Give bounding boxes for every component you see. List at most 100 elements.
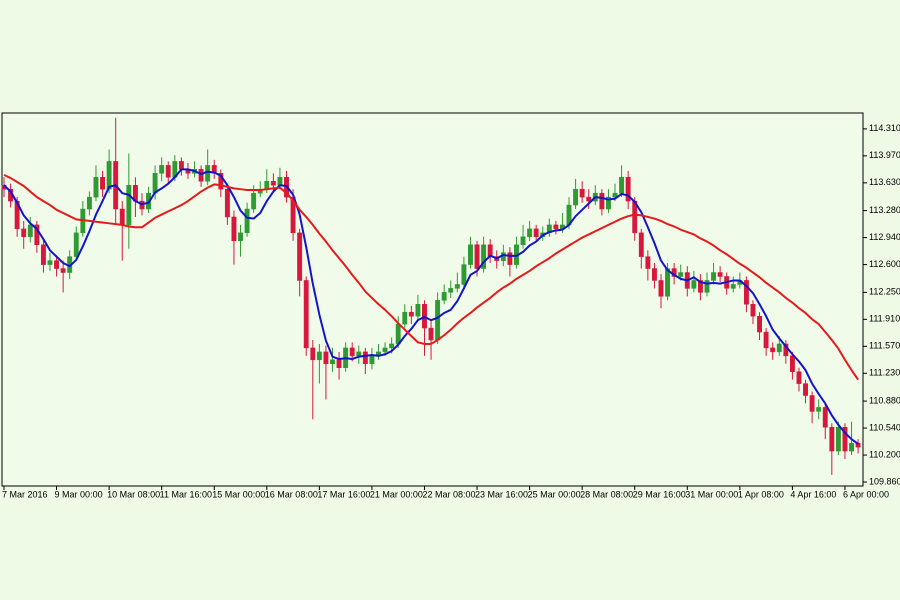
candle-body	[330, 359, 335, 365]
candle-body	[809, 395, 815, 412]
x-tick-label: 10 Mar 08:00	[107, 489, 160, 499]
candle-body	[770, 347, 776, 353]
candle-body	[750, 304, 756, 317]
candle-body	[619, 177, 625, 194]
y-tick-label: 110.880	[869, 395, 900, 405]
candle-body	[651, 268, 657, 281]
candle-body	[533, 228, 539, 238]
candle-body	[270, 181, 276, 186]
x-tick-label: 17 Mar 16:00	[317, 489, 370, 499]
x-tick-label: 25 Mar 00:00	[528, 489, 581, 499]
candle-body	[645, 256, 651, 269]
candle-body	[100, 177, 105, 190]
candle-body	[625, 177, 631, 202]
y-tick-label: 111.570	[869, 341, 900, 351]
candle-body	[356, 351, 362, 357]
candle-body	[829, 427, 835, 452]
candle-body	[60, 268, 66, 273]
candle-body	[638, 232, 644, 257]
candle-body	[54, 260, 60, 269]
candle-body	[126, 184, 132, 226]
candle-body	[757, 315, 762, 333]
candle-body	[665, 268, 671, 297]
candle-body	[349, 347, 355, 357]
candle-body	[711, 272, 717, 281]
candle-body	[277, 177, 283, 186]
candle-body	[796, 371, 802, 384]
candle-body	[579, 188, 585, 198]
candle-body	[789, 355, 795, 372]
candle-body	[362, 351, 368, 365]
candle-body	[402, 311, 408, 325]
x-tick-label: 16 Mar 08:00	[265, 489, 318, 499]
candle-body	[178, 161, 184, 170]
y-tick-label: 109.860	[869, 476, 900, 486]
y-tick-label: 113.280	[869, 205, 900, 215]
x-tick-label: 6 Apr 00:00	[843, 489, 889, 499]
candle-body	[730, 284, 736, 289]
candle-body	[34, 224, 40, 245]
x-tick-label: 9 Mar 00:00	[55, 489, 103, 499]
candle-body	[605, 196, 611, 210]
candle-body	[691, 280, 697, 289]
candle-body	[435, 300, 441, 341]
candle-body	[835, 427, 841, 452]
y-tick-label: 112.940	[869, 232, 900, 242]
x-tick-label: 15 Mar 00:00	[212, 489, 265, 499]
candle-body	[743, 280, 749, 305]
plot-frame	[1, 112, 864, 487]
candle-body	[717, 272, 723, 277]
y-tick-label: 112.600	[869, 259, 900, 269]
candle-body	[586, 196, 592, 202]
candle-body	[297, 232, 303, 281]
candle-body	[468, 244, 473, 265]
x-tick-label: 22 Mar 08:00	[422, 489, 475, 499]
x-tick-label: 29 Mar 16:00	[633, 489, 686, 499]
candle-body	[231, 216, 237, 242]
candle-body	[106, 161, 112, 190]
x-tick-label: 21 Mar 00:00	[370, 489, 423, 499]
candle-body	[520, 236, 526, 245]
candle-body	[323, 351, 329, 365]
candle-body	[251, 192, 257, 210]
candle-body	[119, 208, 125, 226]
candle-body	[310, 347, 316, 361]
candle-body	[822, 407, 828, 428]
x-tick-label: 28 Mar 08:00	[580, 489, 633, 499]
y-tick-label: 113.630	[869, 177, 900, 187]
x-tick-label: 31 Mar 00:00	[685, 489, 738, 499]
candle-body	[507, 252, 513, 265]
candle-body	[395, 323, 401, 345]
candle-body	[481, 244, 487, 269]
y-tick-label: 111.230	[869, 368, 900, 378]
y-tick-label: 113.970	[869, 150, 900, 160]
candle-body	[697, 280, 703, 293]
candle-body	[678, 272, 684, 277]
candle-body	[461, 264, 467, 285]
candle-body	[474, 244, 480, 269]
candle-body	[73, 232, 79, 257]
candle-body	[849, 442, 854, 452]
y-tick-label: 112.250	[869, 287, 900, 297]
candle-body	[454, 284, 460, 289]
y-tick-label: 114.310	[869, 123, 900, 133]
x-tick-label: 4 Apr 16:00	[790, 489, 836, 499]
candle-body	[218, 173, 224, 190]
candle-body	[553, 224, 559, 230]
candle-body	[238, 232, 243, 242]
candle-body	[93, 177, 99, 198]
candle-body	[448, 288, 454, 293]
candle-body	[776, 343, 782, 353]
candle-body	[382, 347, 388, 353]
candle-body	[704, 280, 710, 293]
candle-body	[21, 228, 27, 238]
x-tick-label: 23 Mar 16:00	[475, 489, 528, 499]
candle-body	[612, 192, 618, 198]
moving-average-line	[3, 173, 859, 381]
x-tick-label: 7 Mar 2016	[2, 489, 48, 499]
y-tick-label: 110.200	[869, 449, 900, 459]
candle-body	[763, 331, 769, 349]
candle-body	[658, 280, 664, 297]
candle-body	[47, 260, 53, 265]
